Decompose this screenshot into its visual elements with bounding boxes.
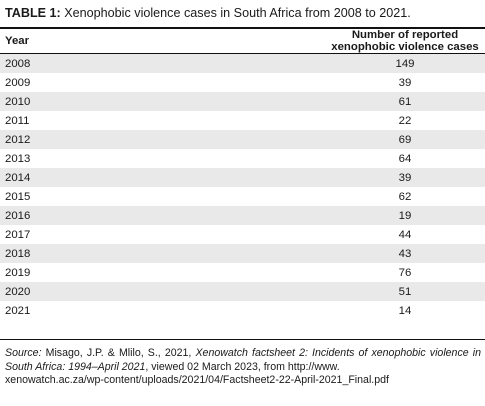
table-bottom-rule <box>0 339 485 340</box>
cell-cases: 69 <box>175 130 485 149</box>
cell-cases: 22 <box>398 114 412 127</box>
cell-year: 2009 <box>5 76 31 89</box>
table-row: 2016 19 <box>0 206 485 225</box>
table-caption: TABLE 1: Xenophobic violence cases in So… <box>5 5 480 21</box>
cell-cases: 62 <box>398 190 412 203</box>
table-caption-label: TABLE 1: <box>5 6 61 20</box>
table-row: 2008 149 <box>0 53 485 73</box>
table-row: 2010 61 <box>0 92 485 111</box>
table-header-row: Year Number of reported xenophobic viole… <box>0 29 485 54</box>
cell-year: 2013 <box>5 152 31 165</box>
table-row: 2018 43 <box>0 244 485 263</box>
table-row: 2021 14 <box>0 301 485 320</box>
cell-year: 2020 <box>0 282 175 301</box>
table-caption-text: Xenophobic violence cases in South Afric… <box>60 6 411 20</box>
table-row: 2015 62 <box>0 187 485 206</box>
cell-year: 2018 <box>0 244 175 263</box>
source-title: Xenowatch factsheet 2: Incidents of xeno… <box>5 347 481 373</box>
cell-year: 2016 <box>0 206 175 225</box>
cell-year: 2011 <box>5 114 30 127</box>
cell-cases: 14 <box>398 304 412 317</box>
cell-cases: 44 <box>398 228 412 241</box>
table-body: 2008 149 2009 39 2010 61 2011 22 2012 69 2013 64 201… <box>0 53 485 321</box>
cell-year: 2014 <box>0 168 175 187</box>
table-row: 2019 76 <box>0 263 485 282</box>
cell-year: 2012 <box>0 130 175 149</box>
cell-year: 2017 <box>5 228 31 241</box>
table-row: 2020 51 <box>0 282 485 301</box>
cell-cases: 149 <box>175 53 485 73</box>
cell-cases: 39 <box>398 76 412 89</box>
cell-cases: 19 <box>175 206 485 225</box>
source-url: xenowatch.ac.za/wp-content/uploads/2021/… <box>5 374 389 386</box>
column-header-year: Year <box>0 29 175 54</box>
cell-year: 2021 <box>5 304 31 317</box>
source-details: , viewed 02 March 2023, from http://www. <box>145 360 340 373</box>
source-note: Source: Misago, J.P. & Mlilo, S., 2021, … <box>5 347 481 388</box>
cell-year: 2008 <box>0 53 175 73</box>
cell-cases: 39 <box>175 168 485 187</box>
table-top-rule <box>0 27 485 29</box>
table-row: 2012 69 <box>0 130 485 149</box>
source-authors: Misago, J.P. & Mlilo, S., 2021, <box>41 347 196 359</box>
cell-cases: 51 <box>175 282 485 301</box>
cell-cases: 43 <box>175 244 485 263</box>
cell-year: 2015 <box>5 190 31 203</box>
cell-cases: 61 <box>175 92 485 111</box>
table-row: 2014 39 <box>0 168 485 187</box>
table-row: 2009 39 <box>0 73 485 92</box>
cell-cases: 64 <box>398 152 412 165</box>
cell-year: 2019 <box>5 266 31 279</box>
cell-year: 2010 <box>0 92 175 111</box>
table-row: 2017 44 <box>0 225 485 244</box>
cell-cases: 76 <box>398 266 412 279</box>
table-row: 2013 64 <box>0 149 485 168</box>
data-table: Year Number of reported xenophobic viole… <box>0 29 485 320</box>
source-label: Source: <box>5 347 42 359</box>
table-row: 2011 22 <box>0 111 485 130</box>
column-header-cases: Number of reported xenophobic violence c… <box>175 29 485 54</box>
